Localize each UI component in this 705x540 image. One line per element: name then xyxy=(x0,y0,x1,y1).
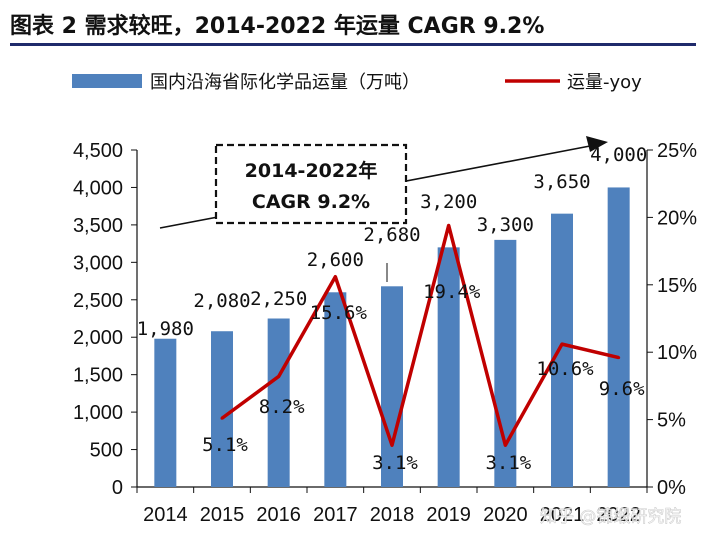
bar xyxy=(494,239,517,487)
bar xyxy=(267,318,290,487)
y-left-tick-label: 3,500 xyxy=(73,215,123,237)
x-tick-label: 2022 xyxy=(596,504,641,526)
y-right-tick-label: 20% xyxy=(657,207,697,229)
yoy-line xyxy=(220,223,620,447)
legend-bar-swatch xyxy=(72,74,142,88)
yoy-value-labels: 5.1% 8.2% 15.6% 3.1% 19.4% 3.1% 10.6%9.6% xyxy=(202,281,645,474)
y-left-tick-label: 0 xyxy=(112,477,123,499)
bar-value-label: 1,980 xyxy=(137,318,194,340)
chart-title: 图表 2 需求较旺，2014-2022 年运量 CAGR 9.2% xyxy=(10,14,545,39)
legend-line-label: 运量-yoy xyxy=(567,72,642,93)
bar xyxy=(324,292,347,487)
y-left-tick-label: 4,500 xyxy=(73,140,123,162)
yoy-point xyxy=(390,443,394,447)
yoy-value-label: 8.2% xyxy=(259,396,305,418)
x-tick-label: 2017 xyxy=(313,504,358,526)
legend: 国内沿海省际化学品运量（万吨） 运量-yoy xyxy=(72,72,642,93)
y-right-tick-label: 5% xyxy=(657,410,686,432)
callout-line-1: 2014-2022年 xyxy=(245,159,378,182)
legend-bar-label: 国内沿海省际化学品运量（万吨） xyxy=(150,72,420,93)
bar-value-label: 3,200 xyxy=(420,191,477,213)
x-tick-label: 2015 xyxy=(200,504,245,526)
bar-value-label: 4,000 xyxy=(590,144,647,166)
bar xyxy=(437,247,460,487)
x-tick-label: 2016 xyxy=(256,504,301,526)
trend-arrow-head xyxy=(586,136,608,152)
bar xyxy=(154,338,177,487)
y-right-tick-label: 25% xyxy=(657,140,697,162)
y-right-tick-label: 0% xyxy=(657,477,686,499)
bar xyxy=(381,286,403,487)
yoy-point xyxy=(333,275,337,279)
bar xyxy=(211,331,233,487)
yoy-value-label: 3.1% xyxy=(485,452,531,474)
y-left-tick-label: 500 xyxy=(90,440,123,462)
title-underline xyxy=(10,43,696,46)
y-left-tick-label: 1,000 xyxy=(73,402,123,424)
yoy-value-label: 10.6% xyxy=(536,358,594,380)
yoy-value-label: 5.1% xyxy=(202,434,248,456)
yoy-line-series xyxy=(220,223,621,447)
yoy-point xyxy=(560,342,564,346)
yoy-point xyxy=(447,223,451,227)
yoy-value-label: 9.6% xyxy=(599,378,645,400)
bar-value-label: 2,600 xyxy=(307,249,364,271)
bar-value-label: 3,650 xyxy=(533,171,590,193)
header: 图表 2 需求较旺，2014-2022 年运量 CAGR 9.2% xyxy=(10,6,700,46)
y-right-tick-label: 10% xyxy=(657,342,697,364)
y-right-tick-label: 15% xyxy=(657,275,697,297)
bar-value-label: 2,250 xyxy=(250,288,307,310)
x-tick-label: 2014 xyxy=(143,504,188,526)
callout-box xyxy=(214,143,408,225)
x-tick-label: 2020 xyxy=(483,504,528,526)
yoy-value-label: 19.4% xyxy=(423,281,481,303)
y-left-tick-label: 4,000 xyxy=(73,177,123,199)
yoy-point xyxy=(617,356,621,360)
bar xyxy=(551,213,573,487)
x-tick-label: 2021 xyxy=(540,504,585,526)
chart-svg: 国内沿海省际化学品运量（万吨） 运量-yoy 0 500 1,000 1,500 2,0… xyxy=(72,72,697,527)
yoy-point xyxy=(220,416,224,420)
cagr-callout: 2014-2022年 CAGR 9.2% xyxy=(159,136,608,229)
watermark: 知乎 @锦缎研究院 xyxy=(540,507,681,527)
yoy-point xyxy=(277,374,281,378)
bar-value-label: 2,080 xyxy=(193,290,250,312)
bar-series xyxy=(154,187,630,487)
bar xyxy=(607,187,630,487)
y-left-tick-label: 3,000 xyxy=(73,252,123,274)
x-tick-label: 2018 xyxy=(370,504,415,526)
x-tick-label: 2019 xyxy=(426,504,471,526)
yoy-point xyxy=(503,443,507,447)
callout-line-2: CAGR 9.2% xyxy=(252,191,370,213)
axes: 0 500 1,000 1,500 2,000 2,500 3,000 3,500 4,000 4… xyxy=(73,140,697,526)
bar-value-label: 2,680 xyxy=(363,224,420,246)
y-left-tick-label: 1,500 xyxy=(73,365,123,387)
y-left-tick-label: 2,500 xyxy=(73,290,123,312)
yoy-value-label: 15.6% xyxy=(310,302,368,324)
yoy-value-label: 3.1% xyxy=(372,452,418,474)
y-left-tick-label: 2,000 xyxy=(73,327,123,349)
bar-value-label: 3,300 xyxy=(477,214,534,236)
